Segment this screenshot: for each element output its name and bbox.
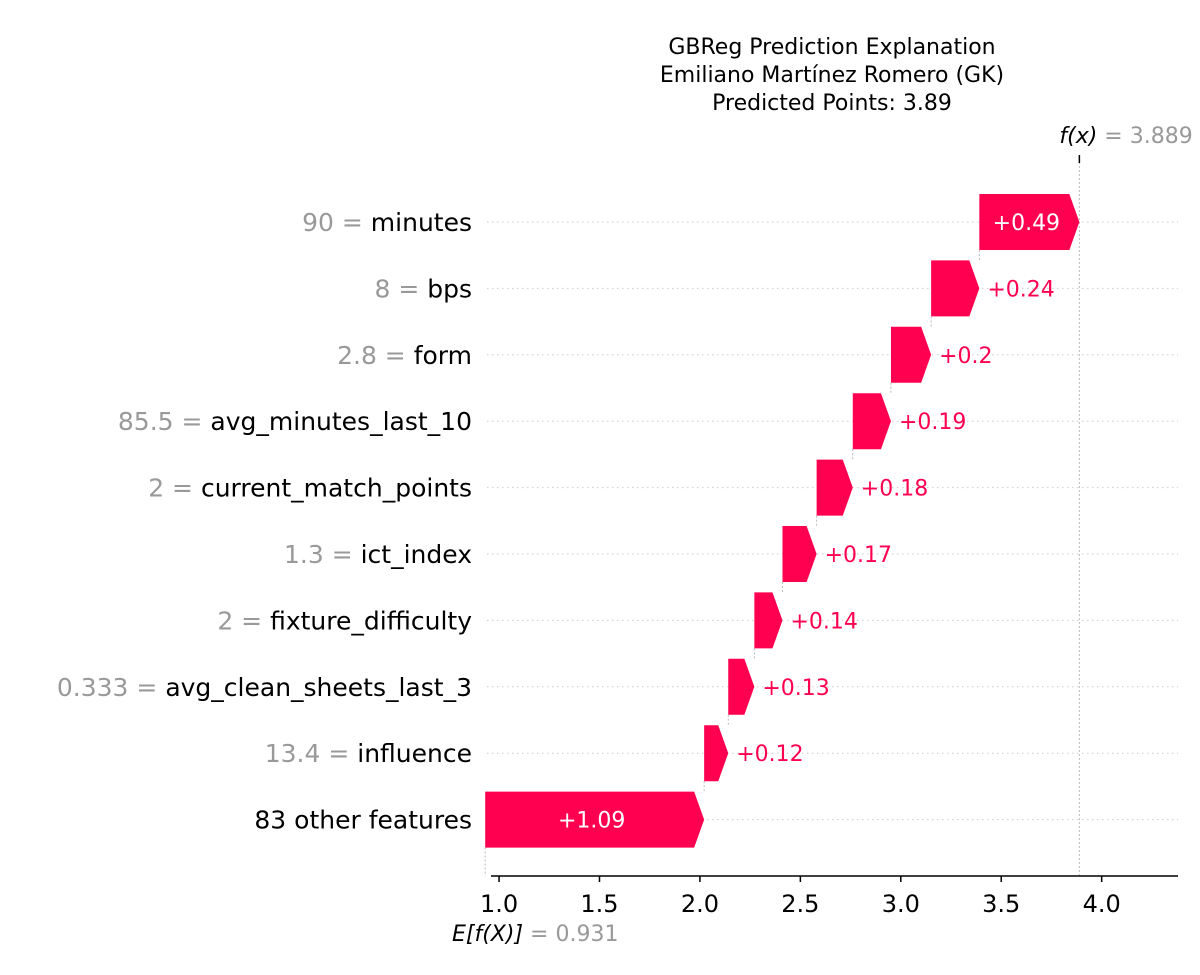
bar-avg_clean_sheets_last_3 [728, 658, 755, 715]
contribution-label: +0.49 [993, 211, 1060, 236]
bar-83-other-features [485, 791, 705, 848]
feature-value: 2 = [148, 474, 201, 503]
feature-label: 2.8 = form [337, 341, 472, 370]
x-tick-label: 3.0 [882, 890, 920, 918]
feature-value: 13.4 = [265, 739, 358, 768]
x-tick-label: 1.0 [480, 890, 518, 918]
feature-name: current_match_points [201, 474, 472, 503]
bar-form [890, 326, 932, 383]
bar-avg_minutes_last_10 [852, 393, 891, 450]
contribution-label: +1.09 [558, 809, 625, 834]
feature-value: 0.333 = [57, 673, 165, 702]
x-tick-label: 2.5 [781, 890, 819, 918]
feature-label: 85.5 = avg_minutes_last_10 [118, 407, 472, 436]
contribution-label: +0.24 [987, 277, 1054, 302]
feature-labels: 90 = minutes 8 = bps 2.8 = form 85.5 = avg_… [57, 208, 472, 835]
feature-label: 8 = bps [374, 274, 472, 303]
feature-value: 2 = [217, 606, 270, 635]
bar-bps [931, 260, 980, 317]
reference-lines [484, 155, 1081, 876]
feature-name: avg_clean_sheets_last_3 [165, 673, 472, 702]
x-tick-label: 3.5 [982, 890, 1020, 918]
x-axis: 1.0 1.5 2.0 2.5 3.0 3.5 4.0 [480, 875, 1178, 918]
chart-title: GBReg Prediction Explanation Emiliano Mar… [660, 35, 1004, 116]
feature-value: 8 = [374, 274, 427, 303]
base-symbol: E[f(X)] [452, 922, 523, 947]
contribution-label: +0.14 [790, 609, 857, 634]
contribution-label: +0.17 [825, 543, 892, 568]
title-line-3: Predicted Points: 3.89 [712, 91, 952, 116]
bar-influence [704, 725, 729, 782]
feature-name: bps [427, 274, 472, 303]
grid-lines [487, 221, 1178, 821]
bar-minutes [979, 194, 1080, 250]
feature-value: 1.3 = [284, 540, 361, 569]
output-symbol: f(x) [1059, 124, 1097, 149]
feature-name: minutes [371, 208, 472, 237]
base-value-label: E[f(X)] = 0.931 [452, 922, 618, 947]
feature-label: 90 = minutes [302, 208, 472, 237]
feature-name: influence [357, 739, 472, 768]
title-line-1: GBReg Prediction Explanation [668, 35, 995, 60]
value-markers: f(x) = 3.889 E[f(X)] = 0.931 [452, 124, 1193, 947]
feature-label: 1.3 = ict_index [284, 540, 472, 569]
feature-name: ict_index [361, 540, 472, 569]
feature-label: 2 = current_match_points [148, 474, 472, 503]
feature-label: 13.4 = influence [265, 739, 472, 768]
feature-name: fixture_difficulty [270, 606, 472, 635]
x-tick-label: 4.0 [1083, 890, 1121, 918]
title-line-2: Emiliano Martínez Romero (GK) [660, 63, 1004, 88]
feature-value: 90 = [302, 208, 371, 237]
feature-label: 83 other features [254, 806, 472, 835]
bars: +0.49 +0.24 +0.2 +0.19 +0.18 +0.17 +0.14 +0.13 +… [485, 194, 1080, 848]
output-value: = 3.889 [1097, 124, 1192, 149]
feature-name: 83 other features [254, 806, 472, 835]
feature-value: 2.8 = [337, 341, 414, 370]
output-value-label: f(x) = 3.889 [1059, 124, 1192, 149]
bar-current_match_points [816, 459, 853, 516]
contribution-label: +0.12 [736, 742, 803, 767]
feature-label: 2 = fixture_difficulty [217, 606, 472, 635]
contribution-label: +0.19 [899, 410, 966, 435]
feature-name: avg_minutes_last_10 [210, 407, 472, 436]
feature-name: form [414, 341, 472, 370]
contribution-label: +0.18 [861, 477, 928, 502]
feature-value: 85.5 = [118, 407, 211, 436]
x-tick-label: 1.5 [580, 890, 618, 918]
x-tick-label: 2.0 [681, 890, 719, 918]
bar-fixture_difficulty [754, 592, 783, 649]
contribution-label: +0.2 [939, 344, 992, 369]
bar-ict_index [782, 526, 817, 582]
contribution-label: +0.13 [762, 676, 829, 701]
feature-label: 0.333 = avg_clean_sheets_last_3 [57, 673, 472, 702]
base-value: = 0.931 [523, 922, 618, 947]
